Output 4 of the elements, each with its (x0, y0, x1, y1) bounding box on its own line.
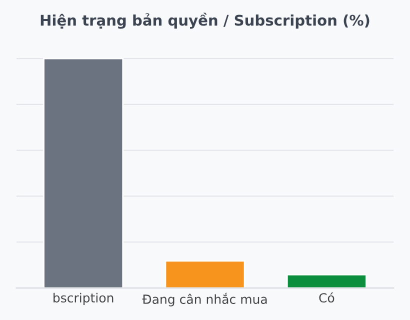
x-tick-label: Đang cân nhắc mua (142, 292, 267, 306)
x-tick-label: bscription (54, 292, 114, 305)
chart-title: Hiện trạng bản quyền / Subscription (%) (40, 12, 370, 29)
x-tick-label: Có (319, 292, 334, 303)
